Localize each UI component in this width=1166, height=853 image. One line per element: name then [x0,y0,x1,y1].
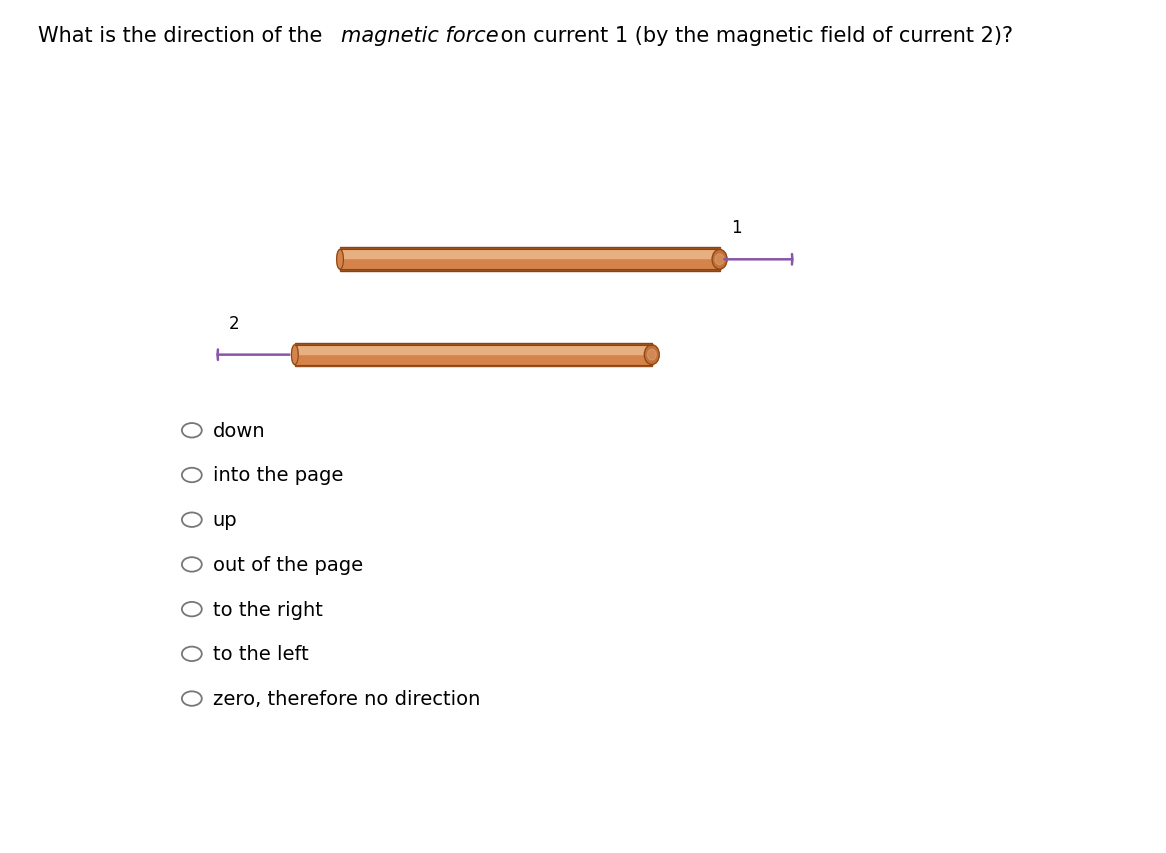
Text: zero, therefore no direction: zero, therefore no direction [212,689,480,708]
Text: 1: 1 [731,219,742,237]
Ellipse shape [647,350,656,361]
Text: out of the page: out of the page [212,555,363,574]
Ellipse shape [715,254,724,265]
Text: to the left: to the left [212,645,308,664]
Bar [295,344,652,367]
Bar [340,251,719,259]
Bar [340,250,719,270]
Ellipse shape [712,250,728,270]
Bar [340,248,719,272]
Text: into the page: into the page [212,466,343,485]
Bar [295,346,652,354]
Text: to the right: to the right [212,600,323,619]
Ellipse shape [292,345,298,365]
Ellipse shape [337,250,344,270]
Text: What is the direction of the: What is the direction of the [38,26,330,46]
Text: up: up [212,511,237,530]
Text: 2: 2 [229,314,239,332]
Text: down: down [212,421,265,440]
Text: magnetic force: magnetic force [340,26,498,46]
Ellipse shape [645,345,659,365]
Bar [295,345,652,365]
Text: on current 1 (by the magnetic field of current 2)?: on current 1 (by the magnetic field of c… [493,26,1013,46]
